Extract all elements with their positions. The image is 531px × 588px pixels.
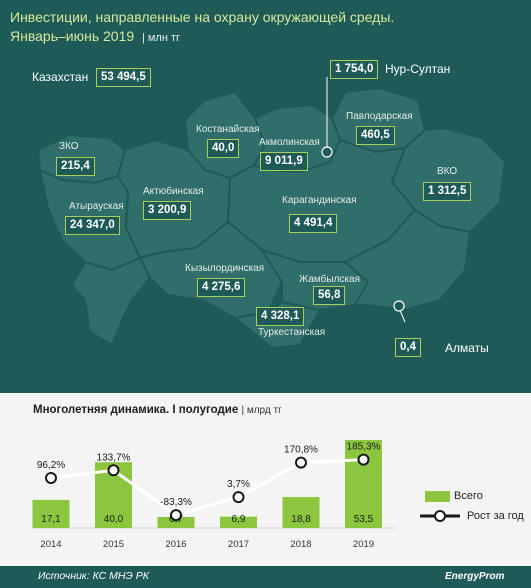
- chart-unit: | млрд тг: [241, 405, 282, 416]
- growth-point-2018: [295, 456, 307, 469]
- bar-2017: [220, 516, 257, 528]
- region-label-pavlodar: Павлодарская: [346, 111, 413, 122]
- region-value-zko: 215,4: [56, 157, 95, 176]
- bar-label-2018: 18,8: [291, 514, 311, 525]
- region-value-atyrau: 24 347,0: [65, 216, 120, 235]
- source-text: Источник: КС МНЭ РК: [38, 570, 149, 582]
- city-value-nursultan: 1 754,0: [330, 60, 379, 79]
- chart-panel: [0, 393, 531, 566]
- legend-line-label: Рост за год: [467, 510, 524, 522]
- region-value-akmola: 9 011,9: [260, 152, 308, 171]
- title-line2: Январь–июнь 2019 | млн тг: [10, 27, 394, 48]
- growth-point-2016: [170, 509, 182, 522]
- bar-label-2017: 6,9: [232, 514, 246, 525]
- growth-label-2018: 170,8%: [284, 445, 318, 456]
- region-almaty: [343, 208, 472, 312]
- region-value-vko: 1 312,5: [423, 182, 472, 201]
- region-label-vko: ВКО: [437, 166, 458, 177]
- city-label-almaty: Алматы: [445, 341, 489, 355]
- region-value-karaganda: 4 491,4: [289, 214, 338, 233]
- bar-2014: [32, 499, 70, 528]
- growth-label-2017: 3,7%: [227, 479, 250, 490]
- title-period: Январь–июнь 2019: [10, 28, 135, 44]
- growth-line: [50, 458, 364, 517]
- growth-label-2014: 96,2%: [37, 460, 65, 471]
- region-label-karaganda: Карагандинская: [282, 195, 357, 206]
- region-value-aktobe: 3 200,9: [143, 201, 192, 220]
- region-label-aktobe: Актюбинская: [143, 186, 204, 197]
- region-label-atyrau: Атырауская: [69, 201, 124, 212]
- x-tick-2014: 2014: [40, 539, 61, 550]
- region-value-pavlodar: 460,5: [356, 126, 395, 145]
- region-value-turkestan: 4 328,1: [256, 307, 305, 326]
- growth-point-2014: [45, 472, 57, 484]
- region-mangystau: [70, 256, 152, 347]
- x-tick-2016: 2016: [165, 539, 186, 550]
- title-unit: | млн тг: [141, 32, 181, 44]
- region-value-zhambyl: 56,8: [313, 286, 346, 305]
- chart-title: Многолетняя динамика. I полугодие | млрд…: [33, 404, 282, 416]
- growth-point-2015: [107, 464, 120, 477]
- region-label-kyzylorda: Кызылординская: [185, 263, 265, 274]
- kz-total-label: Казахстан: [32, 70, 89, 84]
- region-value-kostanay: 40,0: [207, 139, 240, 158]
- growth-point-2019: [357, 453, 370, 466]
- region-label-zko: ЗКО: [59, 141, 79, 152]
- x-tick-2018: 2018: [290, 539, 311, 550]
- nursultan-marker: [321, 146, 333, 158]
- growth-point-2017: [232, 491, 245, 504]
- title-line1: Инвестиции, направленные на охрану окруж…: [10, 9, 395, 25]
- x-tick-2015: 2015: [103, 539, 124, 550]
- almaty-marker: [393, 300, 405, 312]
- region-value-kyzylorda: 4 275,6: [197, 278, 246, 297]
- brand-logo: EnergyProm: [445, 571, 505, 582]
- kz-total-value: 53 494,5: [96, 68, 151, 87]
- growth-label-2015: 133,7%: [97, 452, 131, 463]
- region-label-kostanay: Костанайская: [196, 124, 260, 135]
- page-title: Инвестиции, направленные на охрану окруж…: [10, 8, 394, 48]
- growth-label-2016: -83,3%: [160, 497, 192, 508]
- bar-label-2015: 40,0: [104, 514, 124, 525]
- region-label-akmola: Акмолинская: [259, 137, 320, 148]
- chart-title-text: Многолетняя динамика. I полугодие: [33, 404, 239, 416]
- region-kyzylorda: [138, 220, 284, 320]
- bar-label-2014: 17,1: [41, 514, 61, 525]
- bar-2016: [157, 516, 195, 528]
- city-value-almaty: 0,4: [395, 338, 421, 357]
- region-label-turkestan: Туркестанская: [258, 327, 326, 338]
- region-label-zhambyl: Жамбылская: [299, 274, 360, 285]
- bar-2018: [282, 497, 320, 528]
- x-tick-2017: 2017: [228, 539, 249, 550]
- footer: [0, 566, 531, 588]
- city-label-nursultan: Нур-Султан: [385, 62, 451, 76]
- x-tick-2019: 2019: [353, 539, 374, 550]
- bar-label-2019: 53,5: [354, 514, 374, 525]
- growth-label-2019: 185,3%: [347, 442, 381, 453]
- legend-bar-label: Всего: [454, 490, 483, 502]
